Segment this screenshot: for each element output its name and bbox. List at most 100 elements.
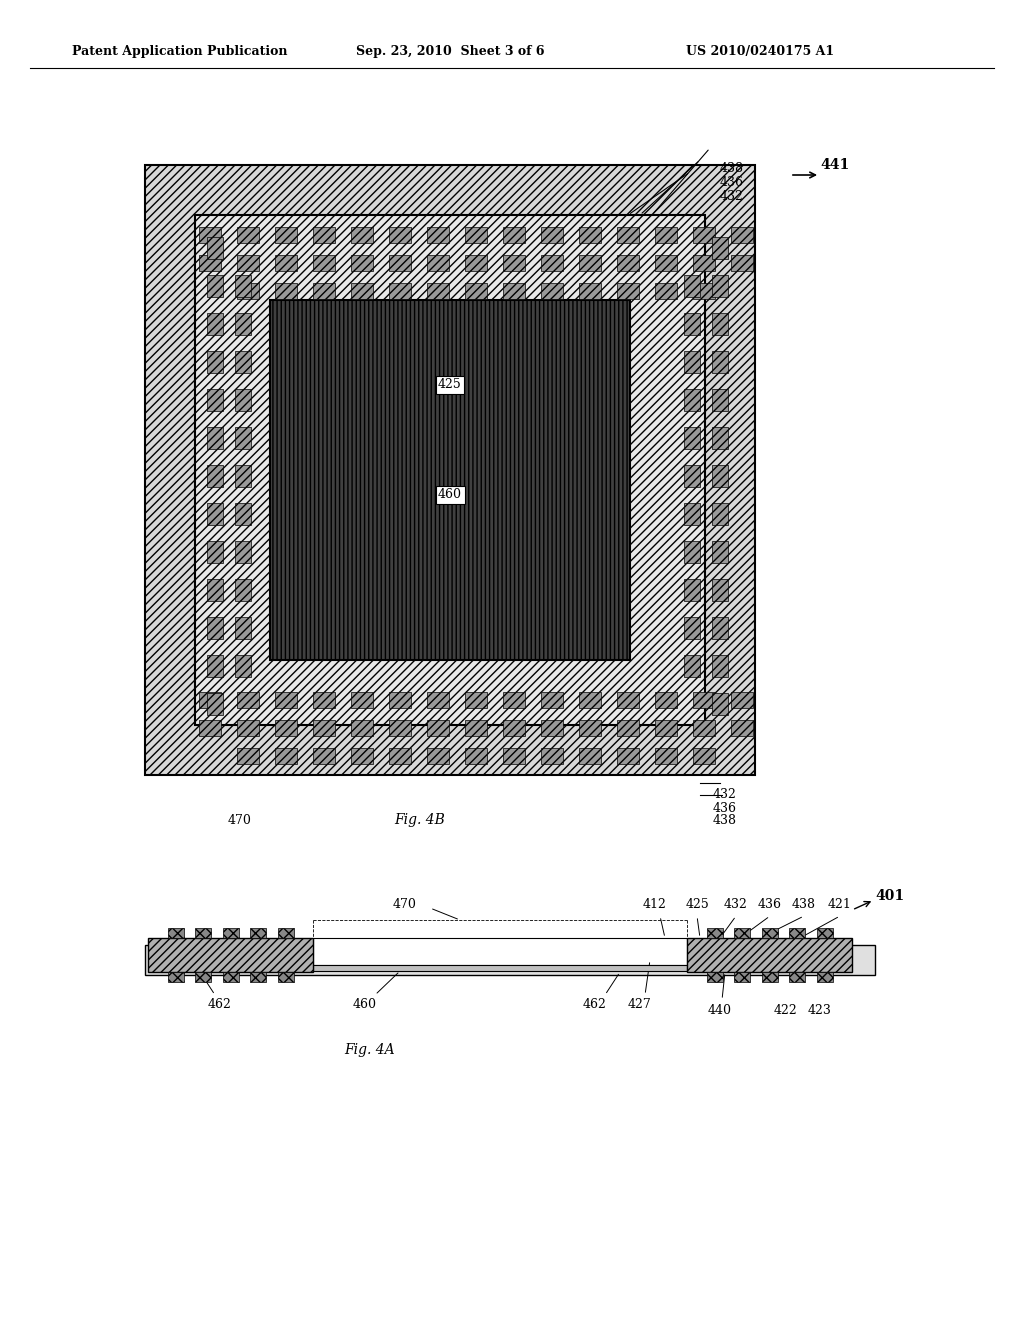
Bar (684, 616, 700, 639)
Bar (389, 748, 411, 764)
Bar (465, 282, 487, 300)
Bar (207, 465, 223, 487)
Text: 436: 436 (713, 801, 737, 814)
Bar (199, 719, 221, 737)
Bar (790, 928, 805, 939)
Text: 460: 460 (438, 488, 462, 502)
Bar (712, 579, 728, 601)
Text: 436: 436 (758, 899, 782, 912)
Bar (168, 928, 183, 939)
Bar (617, 255, 639, 271)
Bar (237, 692, 259, 708)
Bar (617, 719, 639, 737)
Bar (693, 748, 715, 764)
Bar (503, 692, 525, 708)
Bar (351, 692, 373, 708)
Bar (199, 255, 221, 271)
Bar (207, 238, 223, 259)
Bar (199, 692, 221, 708)
Bar (237, 255, 259, 271)
Bar (278, 928, 294, 939)
Bar (712, 541, 728, 564)
Bar (389, 719, 411, 737)
Bar (237, 227, 259, 243)
Bar (731, 227, 753, 243)
Bar (234, 579, 251, 601)
Bar (617, 227, 639, 243)
Bar (195, 928, 211, 939)
Text: 427: 427 (628, 998, 652, 1011)
Bar (731, 255, 753, 271)
Bar (270, 300, 630, 660)
Text: Fig. 4A: Fig. 4A (345, 1043, 395, 1057)
Bar (684, 579, 700, 601)
Bar (207, 693, 223, 715)
Bar (712, 351, 728, 374)
Text: 436: 436 (720, 176, 744, 189)
Bar (707, 972, 723, 982)
Bar (351, 748, 373, 764)
Bar (684, 275, 700, 297)
Bar (762, 928, 777, 939)
Bar (207, 616, 223, 639)
Bar (684, 313, 700, 335)
Bar (541, 719, 563, 737)
Bar (503, 255, 525, 271)
Text: 438: 438 (720, 161, 744, 174)
Text: 470: 470 (393, 899, 417, 912)
Bar (427, 719, 449, 737)
Text: 425: 425 (438, 379, 462, 392)
Bar (693, 255, 715, 271)
Bar (655, 227, 677, 243)
Bar (351, 282, 373, 300)
Bar (313, 692, 335, 708)
Bar (541, 282, 563, 300)
Bar (712, 313, 728, 335)
Bar (234, 655, 251, 677)
Bar (207, 541, 223, 564)
Text: Fig. 4B: Fig. 4B (394, 813, 445, 828)
Bar (207, 579, 223, 601)
Bar (617, 282, 639, 300)
Bar (207, 389, 223, 411)
Bar (313, 227, 335, 243)
Bar (684, 426, 700, 449)
Bar (222, 928, 239, 939)
Bar (389, 282, 411, 300)
Bar (168, 972, 183, 982)
Bar (712, 693, 728, 715)
Text: 441: 441 (820, 158, 849, 172)
Bar (250, 928, 266, 939)
Bar (655, 692, 677, 708)
Text: Patent Application Publication: Patent Application Publication (73, 45, 288, 58)
Bar (313, 282, 335, 300)
Text: 438: 438 (713, 813, 737, 826)
Bar (503, 719, 525, 737)
Bar (234, 616, 251, 639)
Bar (731, 719, 753, 737)
Bar (579, 748, 601, 764)
Bar (234, 541, 251, 564)
Bar (684, 465, 700, 487)
Bar (707, 928, 723, 939)
Bar (684, 503, 700, 525)
Bar (693, 227, 715, 243)
Bar (465, 748, 487, 764)
Bar (731, 692, 753, 708)
Bar (145, 165, 755, 775)
Bar (465, 692, 487, 708)
Bar (465, 255, 487, 271)
Bar (734, 972, 750, 982)
Bar (234, 351, 251, 374)
Bar (734, 928, 750, 939)
Bar (234, 426, 251, 449)
Bar (503, 227, 525, 243)
Bar (579, 282, 601, 300)
Text: 438: 438 (792, 899, 816, 912)
Bar (427, 282, 449, 300)
Bar (313, 748, 335, 764)
Bar (427, 255, 449, 271)
Bar (684, 655, 700, 677)
Bar (541, 227, 563, 243)
Bar (313, 255, 335, 271)
